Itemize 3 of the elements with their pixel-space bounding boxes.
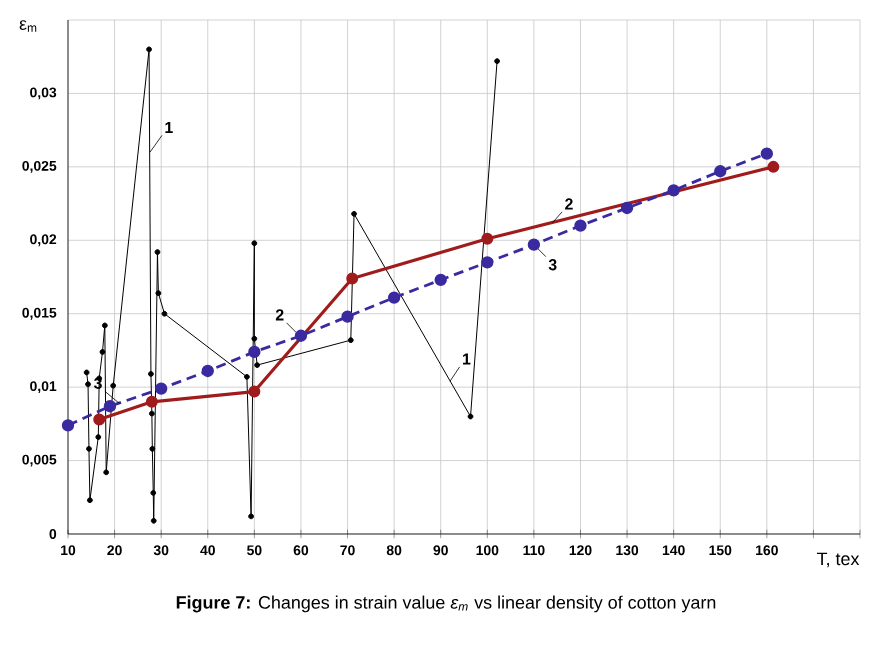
x-axis-title: T, tex (816, 552, 860, 568)
y-axis-title: ε$_{m}$ (19, 20, 37, 32)
chart-title: Figure 7: Changes in strain value ε$_{m}$ vs linear density of cotton yarn (176, 595, 716, 613)
